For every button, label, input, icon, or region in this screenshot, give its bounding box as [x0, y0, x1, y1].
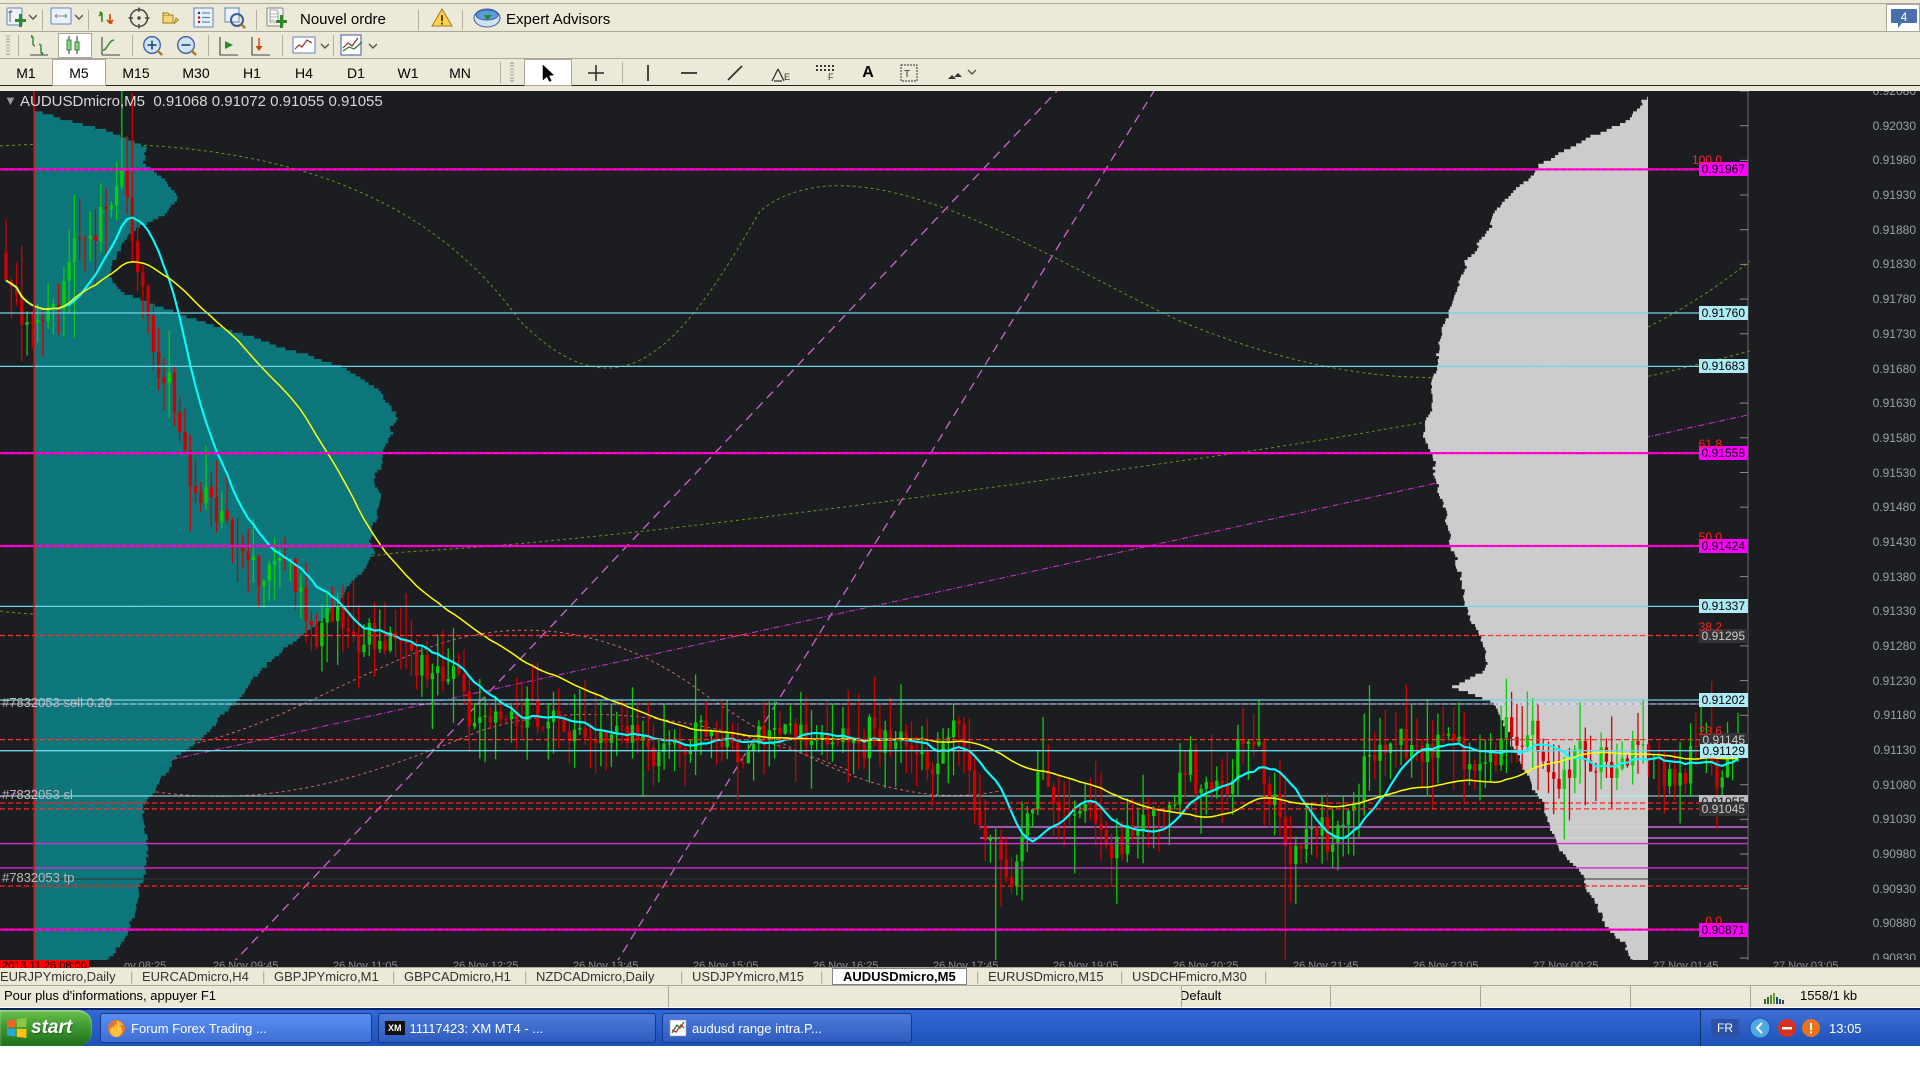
svg-text:T: T	[904, 69, 910, 80]
svg-text:4: 4	[1901, 10, 1908, 24]
svg-text:F: F	[828, 72, 834, 81]
svg-text:E: E	[784, 72, 790, 82]
